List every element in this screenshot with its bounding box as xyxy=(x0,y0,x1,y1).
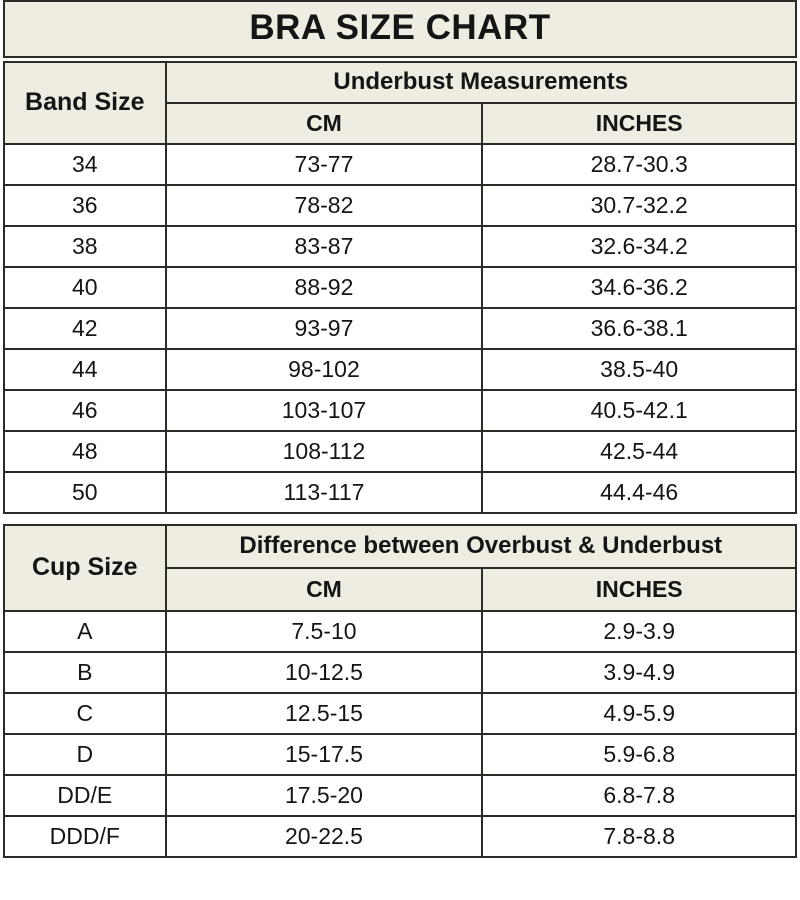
table-row: 34 73-77 28.7-30.3 xyxy=(3,142,797,186)
inches-cell: 34.6-36.2 xyxy=(481,265,797,309)
cm-cell: 98-102 xyxy=(164,347,484,391)
band-size-cell: 50 xyxy=(3,470,167,514)
cm-cell: 108-112 xyxy=(164,429,484,473)
cm-cell: 15-17.5 xyxy=(164,732,484,776)
band-table-group-header-row: Band Size Underbust Measurements xyxy=(3,60,798,145)
inches-cell: 44.4-46 xyxy=(481,470,797,514)
inches-cell: 5.9-6.8 xyxy=(481,732,797,776)
band-size-table: Band Size Underbust Measurements CM INCH… xyxy=(3,60,798,514)
inches-cell: 30.7-32.2 xyxy=(481,183,797,227)
band-size-cell: 34 xyxy=(3,142,167,186)
inches-cell: 32.6-34.2 xyxy=(481,224,797,268)
band-size-header: Band Size xyxy=(3,60,167,145)
inches-cell: 7.8-8.8 xyxy=(481,814,797,858)
inches-cell: 4.9-5.9 xyxy=(481,691,797,735)
band-size-cell: 48 xyxy=(3,429,167,473)
cm-cell: 10-12.5 xyxy=(164,650,484,694)
table-row: 38 83-87 32.6-34.2 xyxy=(3,224,797,268)
cup-size-cell: DD/E xyxy=(3,773,167,817)
inches-cell: 36.6-38.1 xyxy=(481,306,797,350)
band-size-cell: 44 xyxy=(3,347,167,391)
table-row: A 7.5-10 2.9-3.9 xyxy=(3,609,797,653)
cup-size-header: Cup Size xyxy=(3,523,167,612)
inches-cell: 28.7-30.3 xyxy=(481,142,797,186)
table-row: 40 88-92 34.6-36.2 xyxy=(3,265,797,309)
table-row: 46 103-107 40.5-42.1 xyxy=(3,388,797,432)
cm-cell: 73-77 xyxy=(164,142,484,186)
cm-cell: 103-107 xyxy=(164,388,484,432)
table-row: 36 78-82 30.7-32.2 xyxy=(3,183,797,227)
cm-cell: 113-117 xyxy=(164,470,484,514)
page-title: BRA SIZE CHART xyxy=(3,0,797,58)
cup-size-cell: A xyxy=(3,609,167,653)
table-row: DDD/F 20-22.5 7.8-8.8 xyxy=(3,814,797,858)
cm-cell: 88-92 xyxy=(164,265,484,309)
inches-cell: 2.9-3.9 xyxy=(481,609,797,653)
cup-size-cell: C xyxy=(3,691,167,735)
inches-cell: 3.9-4.9 xyxy=(481,650,797,694)
cm-cell: 12.5-15 xyxy=(164,691,484,735)
cm-cell: 20-22.5 xyxy=(164,814,484,858)
cup-size-cell: D xyxy=(3,732,167,776)
cup-size-cell: DDD/F xyxy=(3,814,167,858)
cup-table-group-header-row: Cup Size Difference between Overbust & U… xyxy=(3,523,798,612)
inches-cell: 6.8-7.8 xyxy=(481,773,797,817)
cm-column-header: CM xyxy=(164,566,484,612)
cm-cell: 78-82 xyxy=(164,183,484,227)
table-row: 48 108-112 42.5-44 xyxy=(3,429,797,473)
band-size-cell: 38 xyxy=(3,224,167,268)
cm-cell: 7.5-10 xyxy=(164,609,484,653)
inches-column-header: INCHES xyxy=(481,101,797,145)
cup-size-cell: B xyxy=(3,650,167,694)
difference-header: Difference between Overbust & Underbust xyxy=(164,523,798,569)
cm-cell: 93-97 xyxy=(164,306,484,350)
cup-table-unit-header-row: CM INCHES xyxy=(4,566,797,612)
band-size-cell: 36 xyxy=(3,183,167,227)
inches-cell: 42.5-44 xyxy=(481,429,797,473)
table-row: C 12.5-15 4.9-5.9 xyxy=(3,691,797,735)
underbust-measurements-header: Underbust Measurements xyxy=(164,60,798,104)
table-row: 44 98-102 38.5-40 xyxy=(3,347,797,391)
table-row: B 10-12.5 3.9-4.9 xyxy=(3,650,797,694)
inches-cell: 40.5-42.1 xyxy=(481,388,797,432)
cm-cell: 17.5-20 xyxy=(164,773,484,817)
table-row: DD/E 17.5-20 6.8-7.8 xyxy=(3,773,797,817)
cm-cell: 83-87 xyxy=(164,224,484,268)
band-size-cell: 46 xyxy=(3,388,167,432)
inches-column-header: INCHES xyxy=(481,566,797,612)
table-row: 42 93-97 36.6-38.1 xyxy=(3,306,797,350)
table-row: 50 113-117 44.4-46 xyxy=(3,470,797,514)
inches-cell: 38.5-40 xyxy=(481,347,797,391)
cm-column-header: CM xyxy=(164,101,484,145)
table-row: D 15-17.5 5.9-6.8 xyxy=(3,732,797,776)
band-table-unit-header-row: CM INCHES xyxy=(4,101,797,145)
band-size-cell: 42 xyxy=(3,306,167,350)
band-size-cell: 40 xyxy=(3,265,167,309)
cup-size-table: Cup Size Difference between Overbust & U… xyxy=(3,523,798,858)
